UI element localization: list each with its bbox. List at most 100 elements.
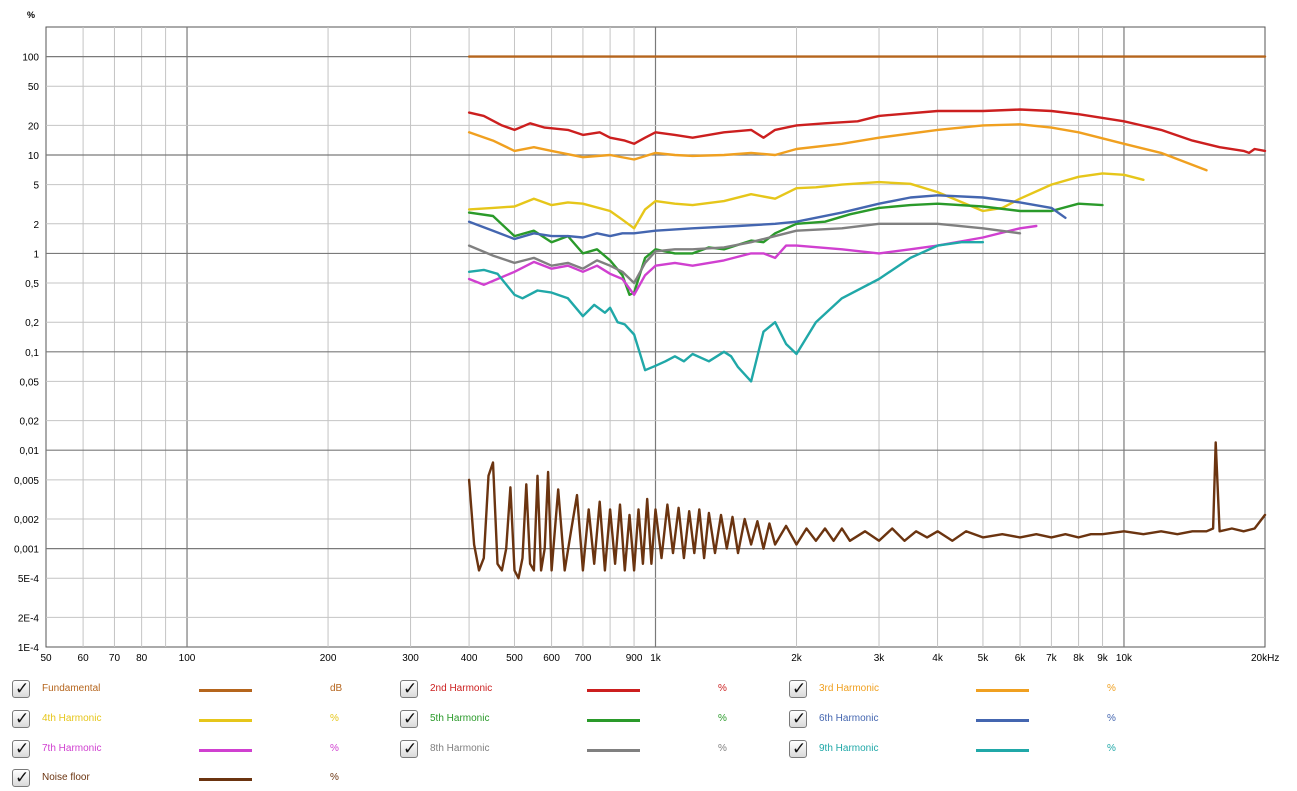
legend-label-2nd-harmonic: 2nd Harmonic <box>430 683 493 694</box>
legend-swatch-2nd-harmonic <box>587 689 640 692</box>
series-line-2nd-harmonic <box>467 108 1267 155</box>
legend-label-3rd-harmonic: 3rd Harmonic <box>819 683 880 694</box>
series-line-5th-harmonic <box>467 202 1104 296</box>
legend-swatch-9th-harmonic <box>976 749 1029 752</box>
x-tick-label: 4k <box>932 653 944 664</box>
x-tick-label: 100 <box>179 653 196 664</box>
y-tick-label: 0,05 <box>20 377 40 388</box>
legend-label-7th-harmonic: 7th Harmonic <box>42 743 102 754</box>
legend-item-9th-harmonic[interactable]: ✓ 9th Harmonic % <box>789 739 1139 762</box>
x-tick-label: 500 <box>506 653 523 664</box>
x-tick-label: 600 <box>543 653 560 664</box>
checkbox-5th-harmonic[interactable]: ✓ <box>400 709 418 729</box>
legend-label-8th-harmonic: 8th Harmonic <box>430 743 490 754</box>
x-tick-label: 50 <box>40 653 52 664</box>
y-tick-label: 1E-4 <box>18 643 40 654</box>
legend-unit-5th-harmonic: % <box>718 713 727 724</box>
x-tick-label: 400 <box>461 653 478 664</box>
y-tick-label: 5 <box>33 181 39 192</box>
checkbox-2nd-harmonic[interactable]: ✓ <box>400 679 418 699</box>
x-tick-label: 60 <box>78 653 90 664</box>
series-line-noise-floor <box>467 441 1267 580</box>
checkbox-9th-harmonic[interactable]: ✓ <box>789 739 807 759</box>
series-line-7th-harmonic <box>467 224 1038 296</box>
checkbox-noise-floor[interactable]: ✓ <box>12 768 30 788</box>
legend-unit-7th-harmonic: % <box>330 743 339 754</box>
legend-item-6th-harmonic[interactable]: ✓ 6th Harmonic % <box>789 709 1139 732</box>
x-tick-label: 70 <box>109 653 121 664</box>
x-tick-label: 7k <box>1046 653 1058 664</box>
x-axis-ticks: 50 60 70 80 100 200 300 400 500 600 700 900 1k 2k 3k 4k… <box>40 653 1279 664</box>
legend-unit-fundamental: dB <box>330 683 343 694</box>
x-tick-label: 2k <box>791 653 803 664</box>
x-tick-label: 5k <box>978 653 990 664</box>
legend: ✓ Fundamental dB ✓ 2nd Harmonic % ✓ 3rd … <box>0 678 1297 790</box>
series-line-3rd-harmonic <box>467 123 1208 172</box>
y-tick-label: 2E-4 <box>18 613 40 624</box>
y-tick-label: 5E-4 <box>18 574 40 585</box>
x-tick-label: 80 <box>136 653 148 664</box>
x-tick-label: 8k <box>1073 653 1085 664</box>
x-tick-label: 20kHz <box>1251 653 1279 664</box>
legend-swatch-4th-harmonic <box>199 719 252 722</box>
legend-unit-8th-harmonic: % <box>718 743 727 754</box>
checkbox-6th-harmonic[interactable]: ✓ <box>789 709 807 729</box>
x-tick-label: 700 <box>575 653 592 664</box>
y-axis-unit-label: % <box>27 10 35 20</box>
legend-label-6th-harmonic: 6th Harmonic <box>819 713 879 724</box>
y-tick-label: 0,02 <box>20 417 40 428</box>
checkbox-3rd-harmonic[interactable]: ✓ <box>789 679 807 699</box>
y-tick-label: 2 <box>33 220 39 231</box>
legend-label-4th-harmonic: 4th Harmonic <box>42 713 102 724</box>
x-tick-label: 1k <box>650 653 662 664</box>
legend-item-5th-harmonic[interactable]: ✓ 5th Harmonic % <box>400 709 750 732</box>
y-tick-label: 50 <box>28 82 40 93</box>
legend-item-7th-harmonic[interactable]: ✓ 7th Harmonic % <box>12 739 362 762</box>
legend-unit-9th-harmonic: % <box>1107 743 1116 754</box>
series-line-9th-harmonic <box>467 240 985 383</box>
legend-swatch-fundamental <box>199 689 252 692</box>
legend-unit-3rd-harmonic: % <box>1107 683 1116 694</box>
series-line-4th-harmonic <box>467 172 1145 230</box>
x-tick-label: 9k <box>1097 653 1109 664</box>
legend-item-2nd-harmonic[interactable]: ✓ 2nd Harmonic % <box>400 679 750 702</box>
legend-label-noise-floor: Noise floor <box>42 772 90 783</box>
legend-label-5th-harmonic: 5th Harmonic <box>430 713 490 724</box>
checkbox-8th-harmonic[interactable]: ✓ <box>400 739 418 759</box>
legend-swatch-7th-harmonic <box>199 749 252 752</box>
legend-item-3rd-harmonic[interactable]: ✓ 3rd Harmonic % <box>789 679 1139 702</box>
legend-unit-4th-harmonic: % <box>330 713 339 724</box>
legend-swatch-noise-floor <box>199 778 252 781</box>
checkbox-7th-harmonic[interactable]: ✓ <box>12 739 30 759</box>
x-tick-label: 6k <box>1015 653 1027 664</box>
series-line-8th-harmonic <box>467 222 1022 285</box>
legend-label-9th-harmonic: 9th Harmonic <box>819 743 879 754</box>
legend-item-noise-floor[interactable]: ✓ Noise floor % <box>12 768 362 791</box>
y-tick-label: 0,01 <box>20 446 40 457</box>
x-tick-label: 900 <box>626 653 643 664</box>
x-tick-label: 3k <box>874 653 886 664</box>
legend-unit-noise-floor: % <box>330 772 339 783</box>
legend-swatch-8th-harmonic <box>587 749 640 752</box>
checkbox-fundamental[interactable]: ✓ <box>12 679 30 699</box>
y-tick-label: 20 <box>28 121 40 132</box>
x-tick-label: 10k <box>1116 653 1133 664</box>
checkbox-4th-harmonic[interactable]: ✓ <box>12 709 30 729</box>
x-tick-label: 200 <box>320 653 337 664</box>
legend-item-8th-harmonic[interactable]: ✓ 8th Harmonic % <box>400 739 750 762</box>
distortion-chart: 50 60 70 80 100 200 300 400 500 600 700 900 1k 2k 3k 4k… <box>14 10 1279 664</box>
series-group <box>467 55 1267 580</box>
y-axis-ticks: 100 50 20 10 5 2 1 0,5 0,2 0,1 0,05 0,02 0,01 0,005 0,… <box>14 53 39 654</box>
y-tick-label: 100 <box>22 53 39 64</box>
y-tick-label: 10 <box>28 151 40 162</box>
legend-item-fundamental[interactable]: ✓ Fundamental dB <box>12 679 362 702</box>
y-tick-label: 1 <box>33 249 39 260</box>
y-tick-label: 0,005 <box>14 476 39 487</box>
legend-unit-2nd-harmonic: % <box>718 683 727 694</box>
legend-swatch-6th-harmonic <box>976 719 1029 722</box>
legend-label-fundamental: Fundamental <box>42 683 101 694</box>
legend-item-4th-harmonic[interactable]: ✓ 4th Harmonic % <box>12 709 362 732</box>
y-tick-label: 0,1 <box>25 348 39 359</box>
y-tick-label: 0,001 <box>14 545 39 556</box>
legend-unit-6th-harmonic: % <box>1107 713 1116 724</box>
